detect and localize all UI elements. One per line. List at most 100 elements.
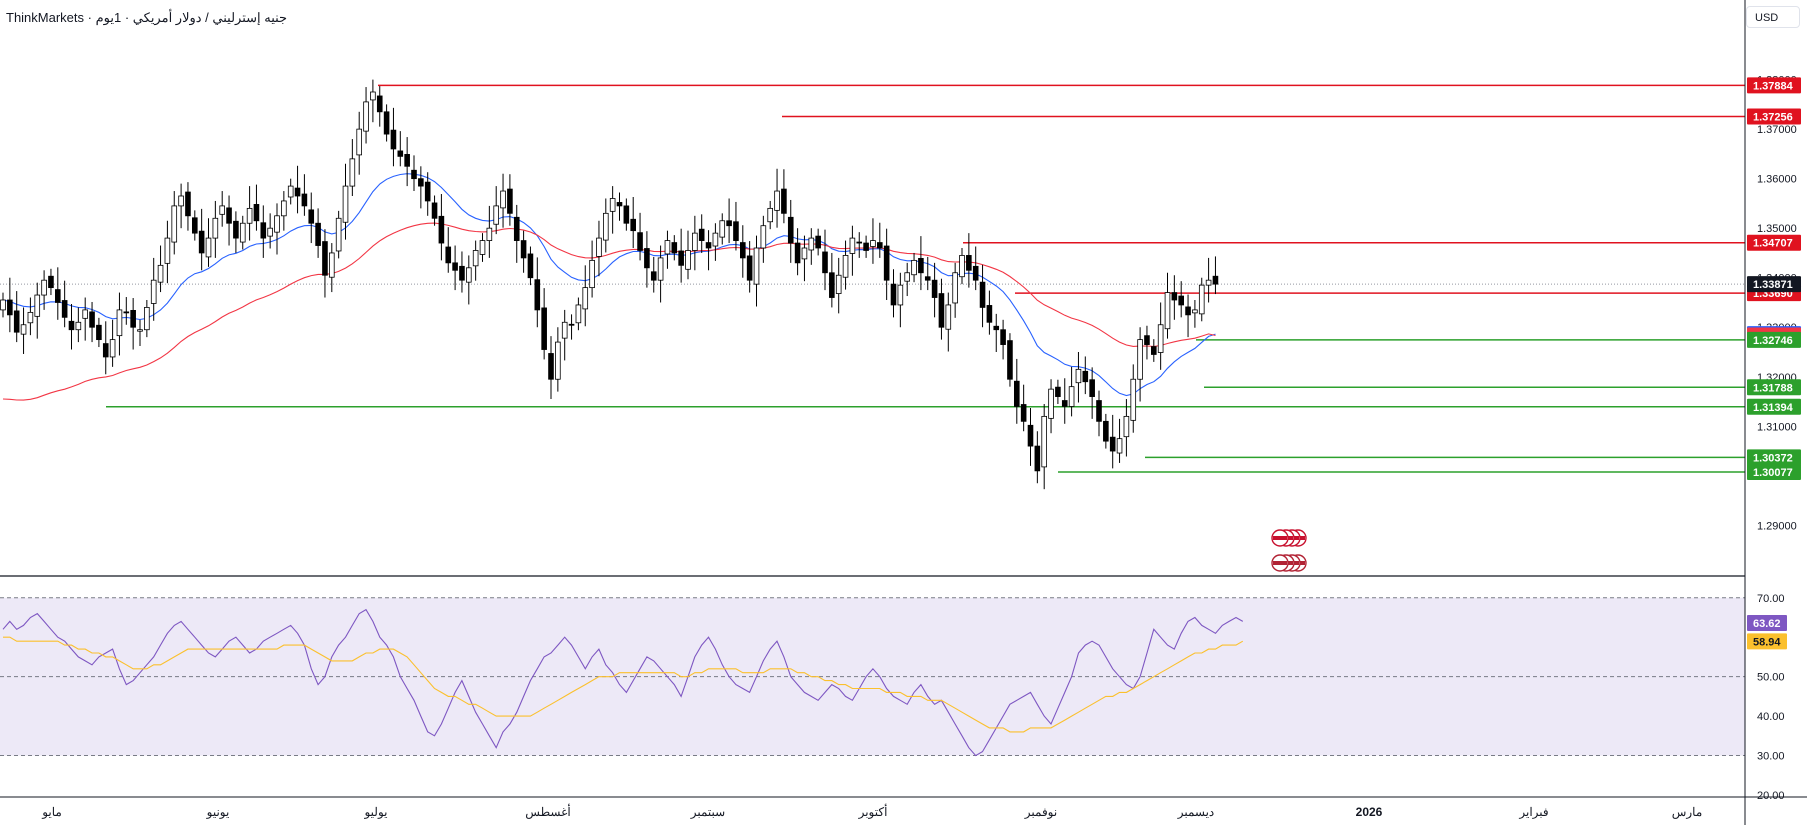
bearish-candle bbox=[185, 191, 191, 217]
rsi-tick-label: 20.00 bbox=[1757, 790, 1785, 802]
bearish-candle bbox=[986, 305, 993, 323]
bearish-candle bbox=[397, 150, 404, 157]
time-tick-label: يونيو bbox=[206, 805, 230, 819]
bullish-candle bbox=[109, 339, 116, 358]
current-price-label: 1.33871 bbox=[1753, 279, 1793, 291]
uk-flag-icon-stripe bbox=[1273, 536, 1287, 540]
rsi-ma-line bbox=[3, 636, 1244, 733]
bullish-candle bbox=[1068, 386, 1075, 407]
bullish-candle bbox=[116, 309, 123, 337]
bullish-candle bbox=[1116, 438, 1123, 454]
bullish-candle bbox=[150, 279, 157, 304]
bullish-candle bbox=[842, 255, 849, 278]
bullish-candle bbox=[1205, 279, 1212, 286]
support-price-label-bg bbox=[1747, 331, 1801, 348]
time-tick-label: 2026 bbox=[1356, 805, 1383, 819]
bullish-candle bbox=[246, 207, 253, 224]
resistance-price-label: 1.34707 bbox=[1753, 238, 1793, 250]
price-tick-label: 1.37000 bbox=[1757, 124, 1797, 136]
time-tick-label: نوفمبر bbox=[1024, 805, 1057, 819]
bearish-candle bbox=[993, 325, 1000, 331]
bullish-candle bbox=[349, 158, 356, 187]
bullish-candle bbox=[897, 284, 904, 306]
bullish-candle bbox=[20, 324, 27, 335]
bullish-candle bbox=[1123, 415, 1130, 438]
bearish-candle bbox=[130, 309, 136, 328]
bearish-candle bbox=[226, 207, 232, 224]
bullish-candle bbox=[479, 240, 486, 255]
bullish-candle bbox=[493, 205, 499, 225]
rsi-ma-value-label-bg bbox=[1747, 633, 1787, 650]
bullish-candle bbox=[144, 307, 150, 331]
rsi-value-label: 63.62 bbox=[1753, 618, 1781, 630]
bullish-candle bbox=[342, 185, 349, 223]
resistance-price-label: 1.37256 bbox=[1753, 111, 1793, 123]
bearish-candle bbox=[1000, 329, 1006, 345]
support-price-label-bg bbox=[1747, 449, 1801, 466]
price-tick-label: 1.31000 bbox=[1757, 421, 1797, 433]
bearish-candle bbox=[1089, 379, 1095, 397]
bullish-candle bbox=[1075, 368, 1082, 384]
bullish-candle bbox=[808, 237, 815, 251]
legend-separator: · bbox=[87, 10, 92, 25]
bearish-candle bbox=[301, 193, 308, 207]
bearish-candle bbox=[829, 272, 835, 298]
bearish-candle bbox=[191, 217, 198, 234]
bullish-candle bbox=[835, 274, 842, 294]
bullish-candle bbox=[41, 279, 47, 296]
bearish-candle bbox=[404, 153, 410, 167]
bearish-candle bbox=[520, 240, 527, 259]
bearish-candle bbox=[548, 353, 554, 380]
bearish-candle bbox=[418, 178, 424, 187]
bullish-candle bbox=[719, 220, 726, 238]
bearish-candle bbox=[459, 265, 465, 281]
current-price-label-bg bbox=[1747, 276, 1801, 293]
bearish-candle bbox=[7, 299, 13, 316]
bearish-candle bbox=[260, 222, 267, 239]
ema-fast-line bbox=[2, 173, 1216, 397]
bullish-candle bbox=[274, 215, 280, 233]
bullish-candle bbox=[692, 232, 698, 251]
resistance-price-label: 1.37884 bbox=[1753, 80, 1794, 92]
bullish-candle bbox=[609, 198, 616, 212]
economic-event-flags[interactable] bbox=[1271, 529, 1307, 572]
time-tick-label: أغسطس bbox=[525, 804, 570, 819]
currency-button[interactable]: USD bbox=[1746, 6, 1800, 28]
bearish-candle bbox=[102, 343, 109, 358]
rsi-tick-label: 70.00 bbox=[1757, 593, 1785, 605]
bearish-candle bbox=[918, 257, 924, 274]
bearish-candle bbox=[972, 265, 979, 281]
bearish-candle bbox=[883, 245, 890, 281]
bearish-candle bbox=[1103, 420, 1109, 442]
bullish-candle bbox=[205, 237, 212, 258]
bearish-candle bbox=[781, 188, 787, 214]
bearish-candle bbox=[705, 242, 712, 249]
bullish-candle bbox=[774, 190, 780, 211]
bearish-candle bbox=[924, 276, 931, 281]
time-tick-label: فبراير bbox=[1518, 805, 1548, 819]
bearish-candle bbox=[979, 281, 986, 308]
bearish-candle bbox=[938, 293, 945, 328]
bearish-candle bbox=[1007, 340, 1013, 380]
bearish-candle bbox=[308, 209, 315, 224]
rsi-value-label-bg bbox=[1747, 614, 1787, 631]
bullish-candle bbox=[1164, 292, 1171, 330]
bearish-candle bbox=[55, 289, 61, 303]
bullish-candle bbox=[1130, 378, 1137, 421]
bearish-candle bbox=[931, 279, 938, 298]
symbol-description: جنيه إسترليني / دولار أمريكي · 1يوم bbox=[95, 10, 288, 25]
bullish-candle bbox=[82, 309, 89, 319]
bearish-candle bbox=[445, 246, 452, 264]
price-tick-label: 1.29000 bbox=[1757, 520, 1797, 532]
bearish-candle bbox=[123, 311, 130, 314]
bullish-candle bbox=[267, 227, 273, 237]
bullish-candle bbox=[472, 250, 479, 267]
bullish-candle bbox=[685, 250, 691, 270]
bullish-candle bbox=[959, 255, 965, 278]
bearish-candle bbox=[198, 230, 205, 254]
us-flag-icon-stripe bbox=[1273, 561, 1287, 565]
bearish-candle bbox=[1151, 346, 1157, 355]
resistance-price-label-bg bbox=[1747, 108, 1801, 125]
rsi-tick-label: 40.00 bbox=[1757, 711, 1785, 723]
